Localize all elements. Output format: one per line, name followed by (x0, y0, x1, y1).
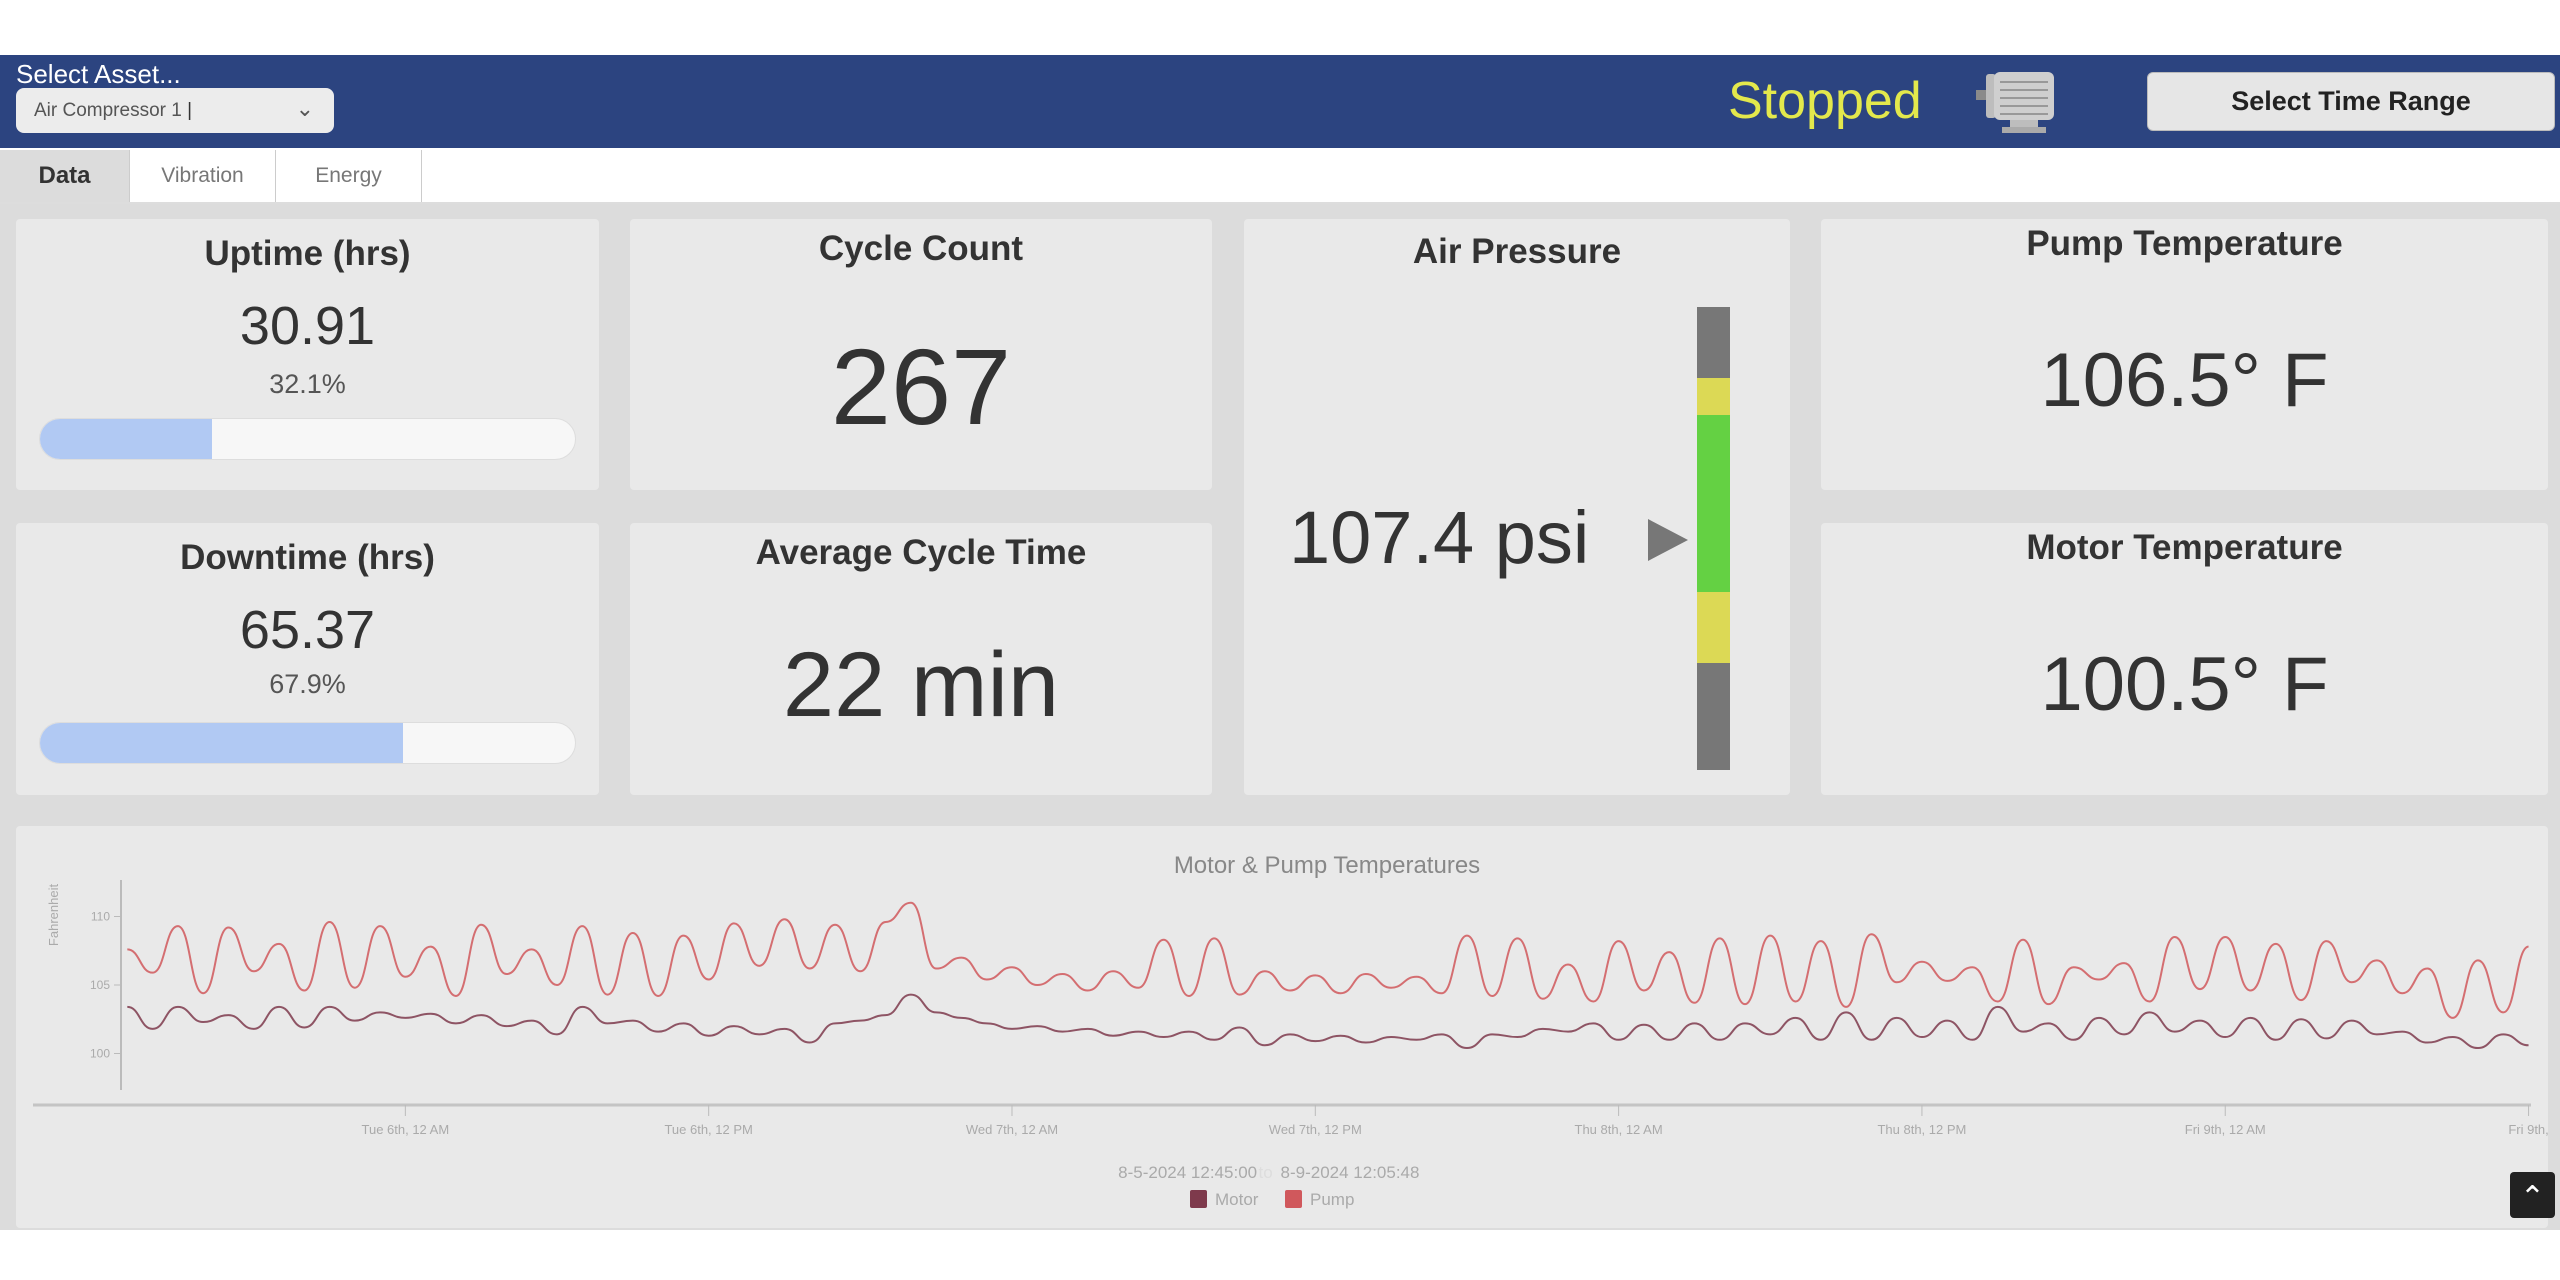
uptime-progress-fill (40, 419, 212, 459)
cycle-count-card: Cycle Count 267 (630, 219, 1212, 490)
motor-temperature-value: 100.5° F (2040, 642, 2329, 727)
tab-vibration[interactable]: Vibration (130, 150, 276, 202)
chevron-up-icon: ⌃ (2519, 1181, 2546, 1214)
avg-cycle-time-card: Average Cycle Time 22 min (630, 523, 1212, 795)
select-time-range-button[interactable]: Select Time Range (2147, 72, 2555, 131)
cycle-count-title: Cycle Count (818, 229, 1024, 268)
downtime-card: Downtime (hrs) 65.37 67.9% (16, 523, 599, 795)
pump-temperature-title: Pump Temperature (2026, 224, 2343, 263)
gauge-segment (1697, 663, 1730, 770)
gauge-segment (1697, 378, 1730, 415)
asset-dropdown-value: Air Compressor 1 (34, 100, 182, 121)
asset-dropdown[interactable]: Air Compressor 1 | ⌄ (16, 88, 334, 133)
cycle-count-value: 267 (830, 326, 1012, 447)
motor-temperature-title: Motor Temperature (2026, 528, 2343, 567)
pump-temperature-value: 106.5° F (2040, 338, 2329, 423)
gauge-segment (1697, 307, 1730, 378)
pump-temperature-card: Pump Temperature 106.5° F (1821, 219, 2548, 490)
uptime-title: Uptime (hrs) (204, 234, 411, 273)
uptime-percent: 32.1% (269, 369, 346, 399)
uptime-card: Uptime (hrs) 30.91 32.1% (16, 219, 599, 490)
downtime-progress-bar (39, 722, 576, 764)
machine-status: Stopped (1728, 72, 1922, 130)
pointer-arrow-icon (1648, 519, 1688, 561)
downtime-title: Downtime (hrs) (180, 538, 435, 577)
tab-data[interactable]: Data (0, 150, 130, 202)
temperature-chart-panel (16, 826, 2548, 1228)
avg-cycle-time-title: Average Cycle Time (755, 533, 1087, 572)
downtime-value: 65.37 (239, 600, 376, 660)
pressure-gauge (1697, 307, 1730, 770)
gauge-segment (1697, 592, 1730, 663)
downtime-percent: 67.9% (269, 669, 346, 699)
uptime-progress-bar (39, 418, 576, 460)
avg-cycle-time-value: 22 min (782, 634, 1060, 736)
scroll-to-top-button[interactable]: ⌃ (2510, 1172, 2555, 1218)
motor-temperature-card: Motor Temperature 100.5° F (1821, 523, 2548, 795)
tab-bar: Data Vibration Energy (0, 148, 2560, 204)
downtime-progress-fill (40, 723, 404, 763)
asset-select-label: Select Asset... (16, 59, 181, 89)
uptime-value: 30.91 (239, 296, 376, 356)
chevron-down-icon: ⌄ (295, 96, 314, 121)
air-pressure-card: Air Pressure 107.4 psi (1244, 219, 1790, 795)
air-pressure-title: Air Pressure (1412, 232, 1622, 271)
air-pressure-value: 107.4 psi (1289, 496, 1590, 579)
gauge-segment (1697, 415, 1730, 592)
tab-energy[interactable]: Energy (276, 150, 422, 202)
top-bar: Select Asset... Air Compressor 1 | ⌄ Sto… (0, 55, 2560, 148)
motor-icon (1976, 72, 2054, 133)
